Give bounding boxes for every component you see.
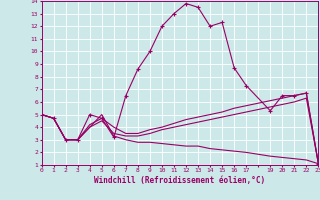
X-axis label: Windchill (Refroidissement éolien,°C): Windchill (Refroidissement éolien,°C) xyxy=(94,176,266,185)
